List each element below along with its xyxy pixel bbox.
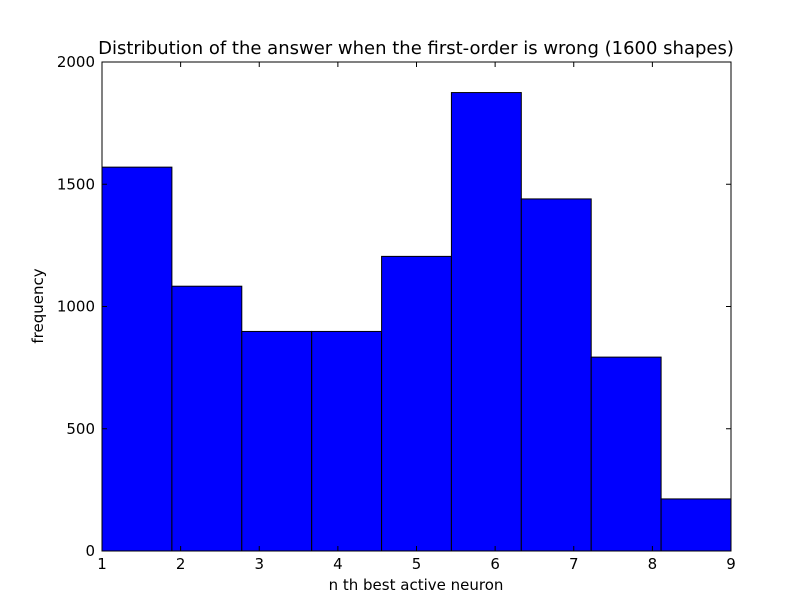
x-tick-label: 3: [254, 555, 264, 573]
x-tick-label: 4: [333, 555, 343, 573]
histogram-bar: [311, 330, 383, 552]
chart-title: Distribution of the answer when the firs…: [98, 38, 734, 59]
histogram-bar: [660, 498, 732, 552]
ticks-group: 1 2 3 4 5 6 7 8 9 0 500 1000 1500 2000: [57, 53, 736, 573]
x-tick-label: 6: [490, 555, 500, 573]
y-tick-label: 500: [66, 420, 95, 438]
x-tick-label: 2: [176, 555, 186, 573]
histogram-bar: [241, 330, 313, 552]
histogram-bar: [171, 285, 243, 552]
bars-group: [101, 92, 732, 552]
y-tick-label: 2000: [57, 53, 95, 71]
y-axis-label: frequency: [29, 268, 47, 343]
x-tick-label: 5: [412, 555, 422, 573]
histogram-bar: [381, 255, 452, 552]
histogram-bar: [450, 92, 522, 552]
x-tick-label: 1: [97, 555, 107, 573]
y-tick-label: 1500: [57, 175, 95, 193]
y-tick-label: 0: [85, 542, 95, 560]
x-axis-label: n th best active neuron: [329, 576, 504, 594]
histogram-bar: [101, 166, 173, 552]
x-tick-label: 8: [648, 555, 658, 573]
x-tick-label: 7: [569, 555, 579, 573]
x-tick-label: 9: [726, 555, 736, 573]
histogram-bar: [590, 356, 662, 552]
histogram-bar: [520, 198, 592, 552]
y-tick-label: 1000: [57, 298, 95, 316]
